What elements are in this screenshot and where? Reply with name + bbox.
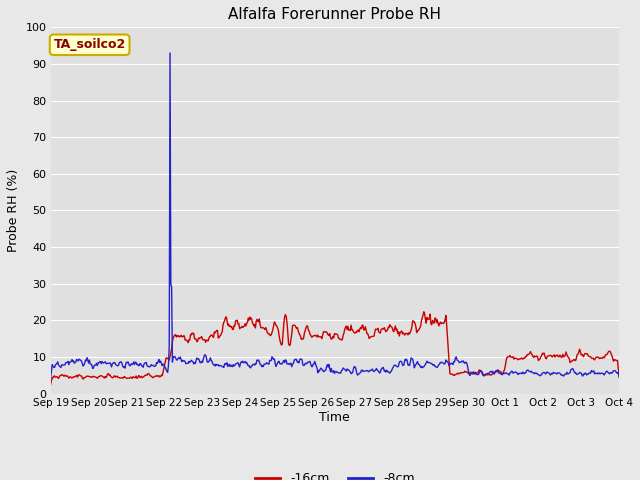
Y-axis label: Probe RH (%): Probe RH (%)	[7, 169, 20, 252]
Legend: -16cm, -8cm: -16cm, -8cm	[250, 467, 420, 480]
Title: Alfalfa Forerunner Probe RH: Alfalfa Forerunner Probe RH	[228, 7, 442, 22]
X-axis label: Time: Time	[319, 410, 350, 423]
Text: TA_soilco2: TA_soilco2	[54, 38, 125, 51]
